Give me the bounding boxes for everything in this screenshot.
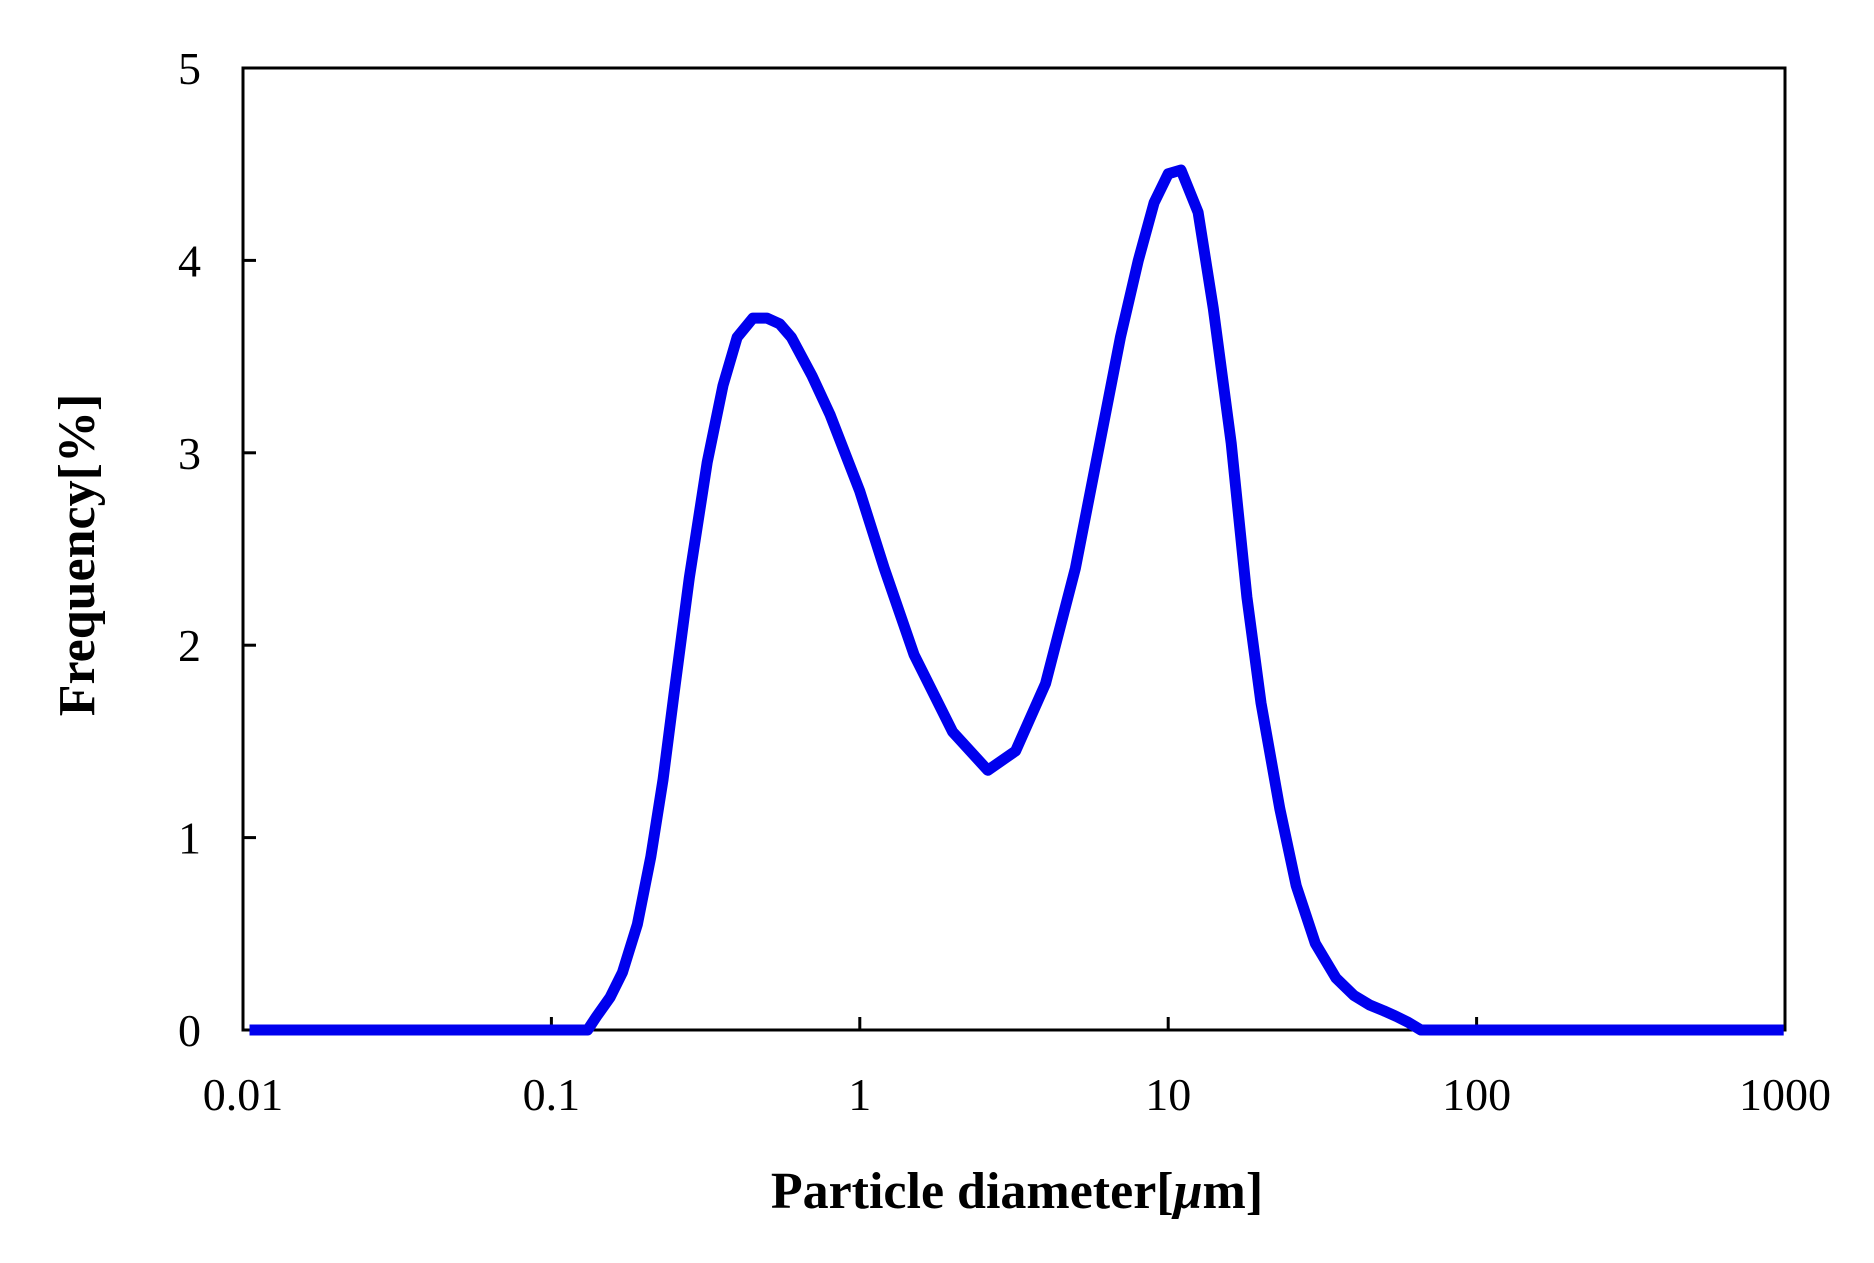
y-tick-label: 0 [178, 1005, 201, 1056]
y-axis-title: Frequency[%] [49, 394, 106, 717]
x-tick-label: 100 [1442, 1069, 1511, 1120]
y-tick-label: 3 [178, 428, 201, 479]
y-tick-label: 4 [178, 235, 201, 286]
series-line [249, 164, 1784, 1036]
plot-frame [241, 66, 1787, 1032]
y-tick-label: 2 [178, 620, 201, 671]
x-tick-label: 1000 [1739, 1069, 1831, 1120]
x-tick-label: 0.01 [203, 1069, 284, 1120]
y-tick-label: 5 [178, 43, 201, 94]
plot-layer: 0.01 0.1 1 10 100 1000 0 1 2 3 4 5 [178, 43, 1831, 1120]
x-tick-label: 1 [848, 1069, 871, 1120]
y-tick-label: 1 [178, 813, 201, 864]
x-tick-label: 10 [1145, 1069, 1191, 1120]
x-axis-title: Particle diameter[μm] [771, 1163, 1263, 1220]
x-tick-label: 0.1 [523, 1069, 581, 1120]
